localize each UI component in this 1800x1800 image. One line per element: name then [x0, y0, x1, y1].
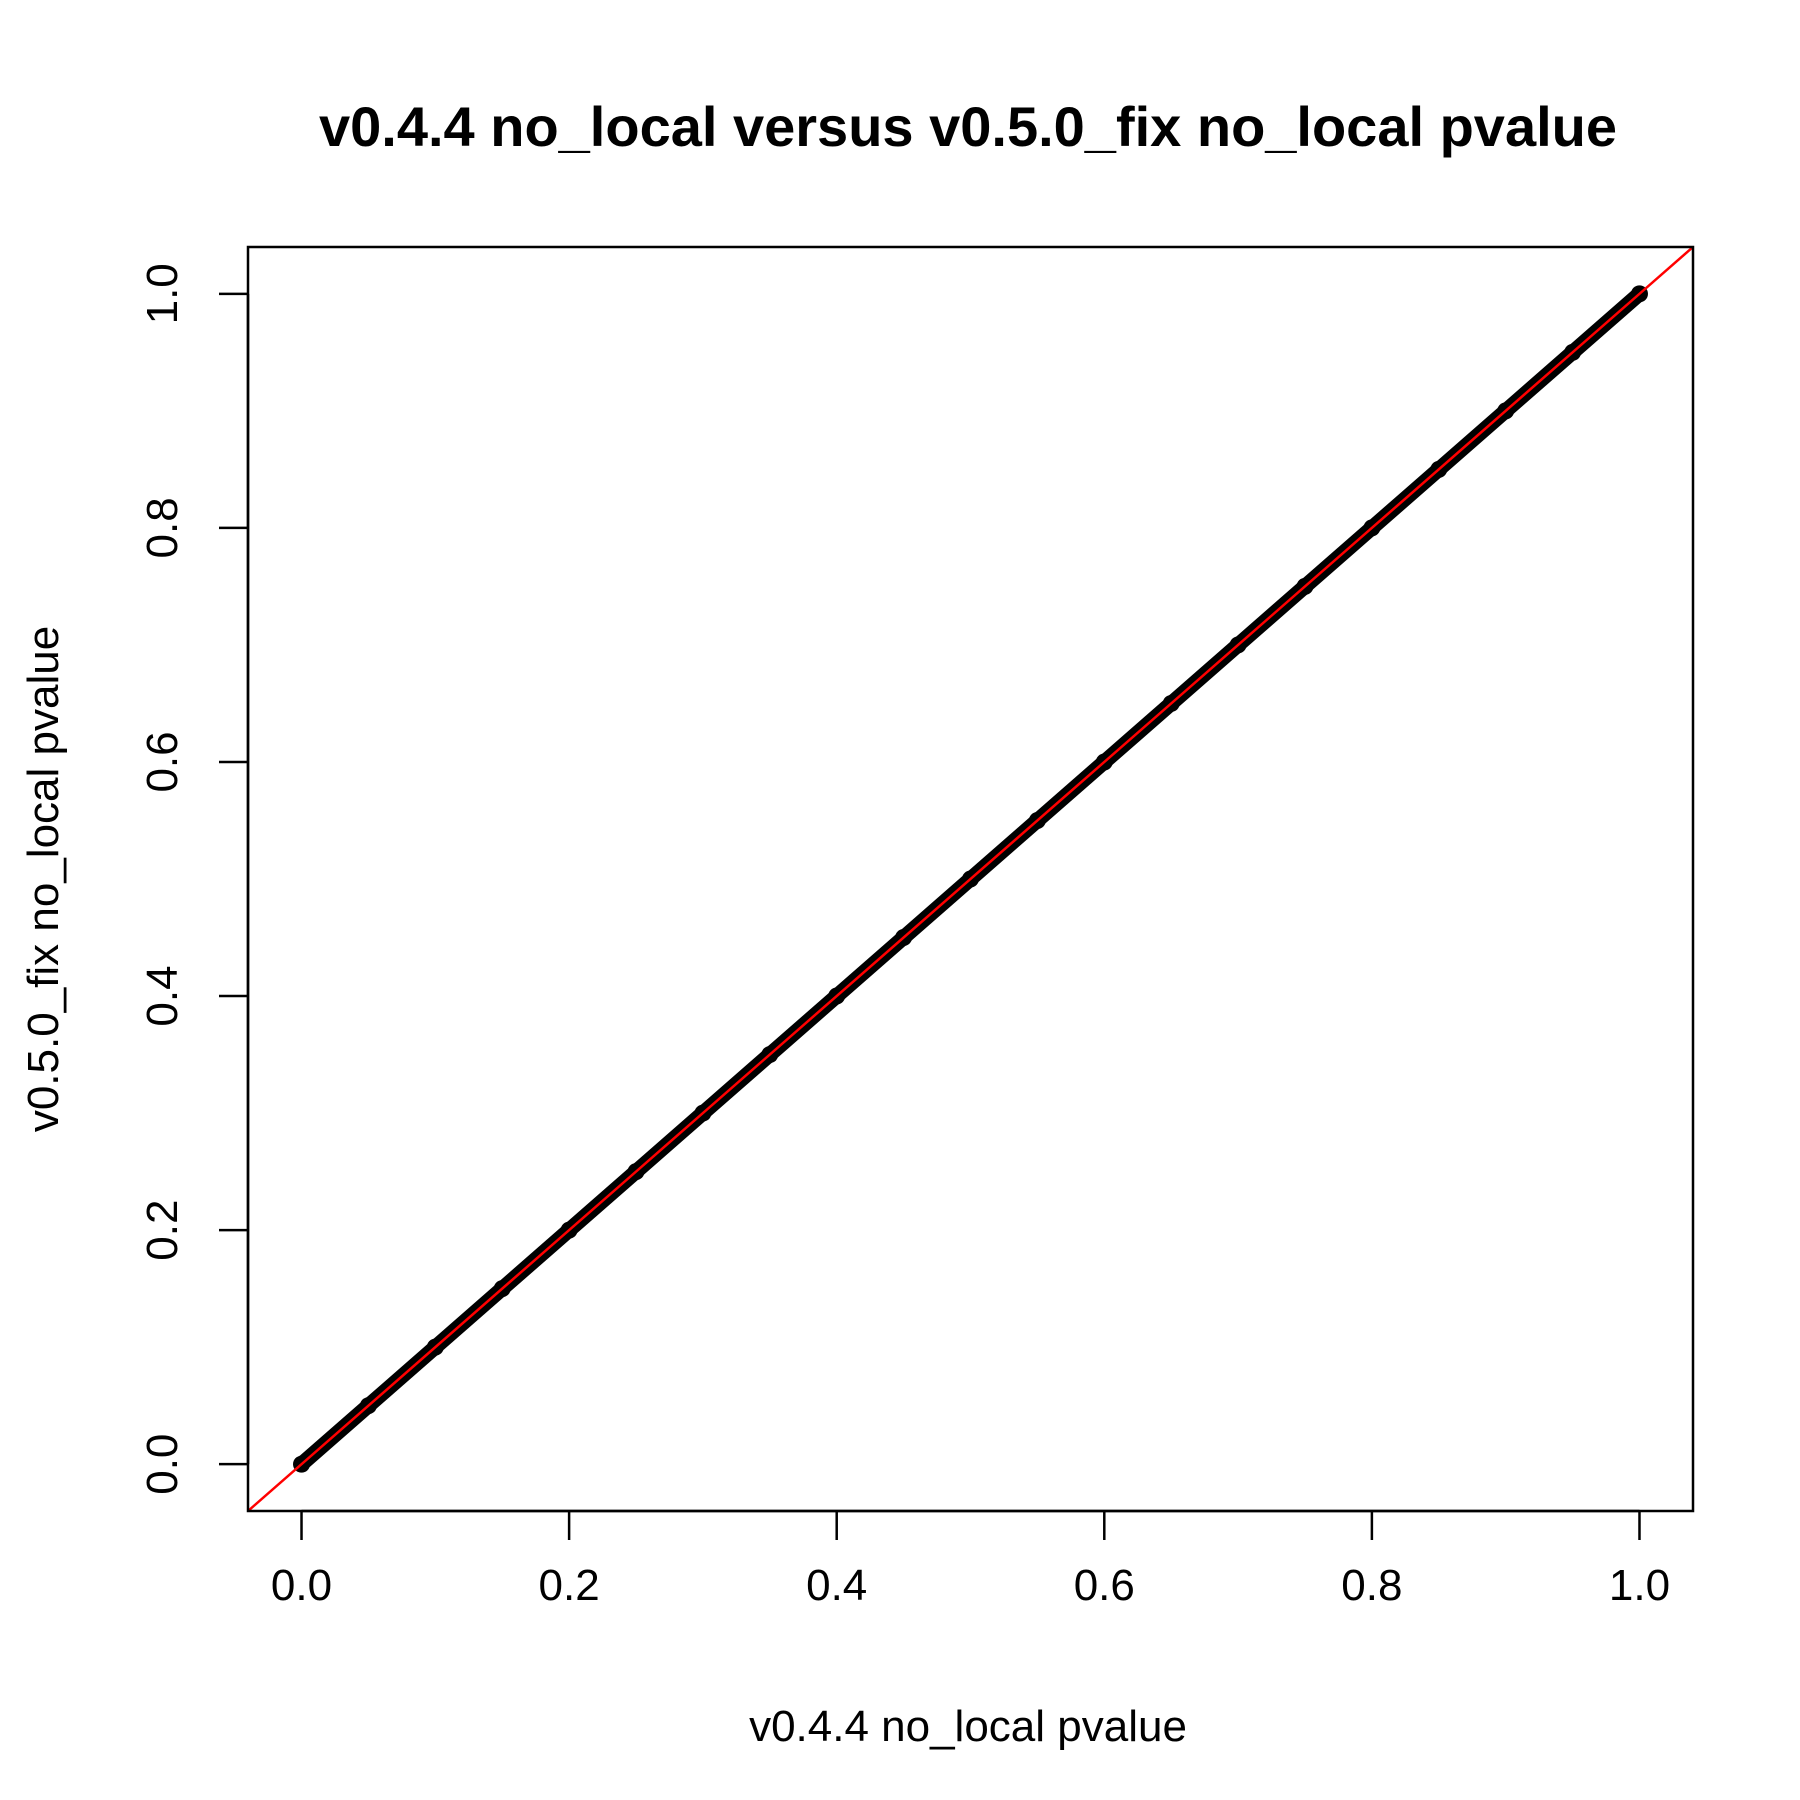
x-tick-label: 0.2 — [539, 1561, 600, 1610]
y-tick-label: 0.8 — [138, 497, 187, 558]
x-tick-label: 0.6 — [1074, 1561, 1135, 1610]
reference-line — [248, 247, 1693, 1511]
y-axis-label: v0.5.0_fix no_local pvalue — [19, 626, 68, 1132]
y-tick-label: 0.6 — [138, 731, 187, 792]
x-tick-label: 1.0 — [1609, 1561, 1670, 1610]
y-axis: 0.0 0.2 0.4 0.6 0.8 1.0 — [138, 263, 250, 1495]
chart-title: v0.4.4 no_local versus v0.5.0_fix no_loc… — [319, 95, 1617, 158]
y-tick-label: 0.0 — [138, 1434, 187, 1495]
data-layer — [248, 247, 1693, 1511]
y-tick-label: 0.4 — [138, 965, 187, 1026]
x-axis-label: v0.4.4 no_local pvalue — [749, 1702, 1187, 1751]
y-tick-label: 0.2 — [138, 1200, 187, 1261]
x-axis: 0.0 0.2 0.4 0.6 0.8 1.0 — [271, 1509, 1670, 1610]
x-tick-label: 0.8 — [1341, 1561, 1402, 1610]
x-tick-label: 0.0 — [271, 1561, 332, 1610]
x-tick-label: 0.4 — [806, 1561, 867, 1610]
y-tick-label: 1.0 — [138, 263, 187, 324]
